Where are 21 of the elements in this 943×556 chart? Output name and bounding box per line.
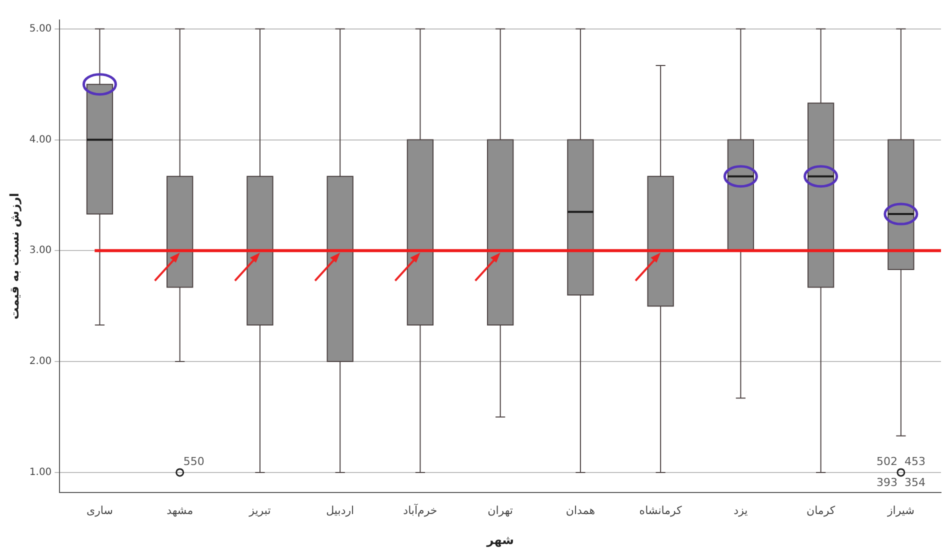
x-tick-label: کرمانشاه — [639, 504, 683, 517]
x-tick-label: مشهد — [166, 504, 194, 517]
x-tick-label: اردبیل — [326, 504, 354, 517]
y-tick-label: 3.00 — [29, 245, 52, 256]
x-tick-label: تهران — [488, 504, 514, 517]
x-tick-label: همدان — [566, 504, 596, 517]
x-tick-label: شیراز — [886, 504, 914, 517]
annotation: 550 — [183, 454, 204, 468]
x-tick-label: یزد — [734, 504, 748, 517]
x-tick-label: ساری — [86, 504, 113, 517]
y-tick-label: 4.00 — [29, 134, 52, 146]
y-tick-label: 5.00 — [29, 23, 52, 34]
x-tick-label: کرمان — [806, 504, 836, 517]
y-tick-label: 1.00 — [29, 467, 52, 478]
x-tick-label: خرم‌آباد — [403, 502, 438, 517]
x-tick-label: تبریز — [248, 504, 271, 517]
annotation: 393 354 — [876, 476, 926, 489]
x-axis-title: شهر — [486, 532, 514, 547]
y-tick-label: 2.00 — [29, 356, 52, 368]
annotation: 502 453 — [876, 454, 926, 468]
y-axis-title: ارزش نسبت به قیمت — [7, 192, 22, 320]
